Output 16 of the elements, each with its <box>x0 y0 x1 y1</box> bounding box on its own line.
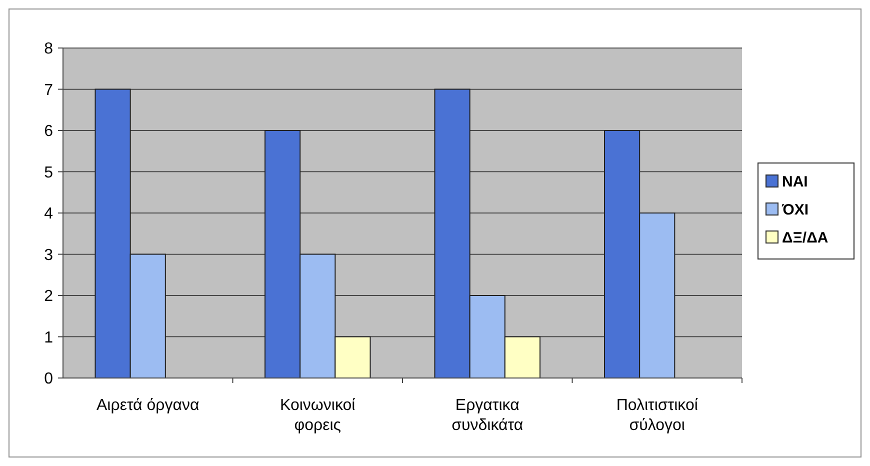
y-tick-label: 2 <box>44 288 54 306</box>
y-tick-label: 5 <box>44 164 54 182</box>
y-tick-label: 6 <box>44 123 54 140</box>
y-tick-label: 0 <box>44 370 54 388</box>
x-tick-label: Αιρετά όργανα <box>96 397 200 414</box>
legend-label: ΔΞ/ΔΑ <box>782 229 828 246</box>
y-tick-label: 3 <box>44 246 54 264</box>
y-tick-label: 4 <box>44 206 54 223</box>
legend-label: ΝΑΙ <box>782 173 808 190</box>
y-tick-label: 8 <box>44 40 54 58</box>
y-tick-label: 1 <box>44 329 54 346</box>
y-tick-label: 7 <box>44 82 54 99</box>
legend-label: ΌΧΙ <box>781 201 809 218</box>
x-tick-label: Εργατικα συνδικάτα <box>452 397 524 434</box>
x-tick-label: Κοινωνικοί φορεις <box>280 397 356 434</box>
x-tick-label: Πολιτιστικοί σύλογοι <box>616 397 698 434</box>
